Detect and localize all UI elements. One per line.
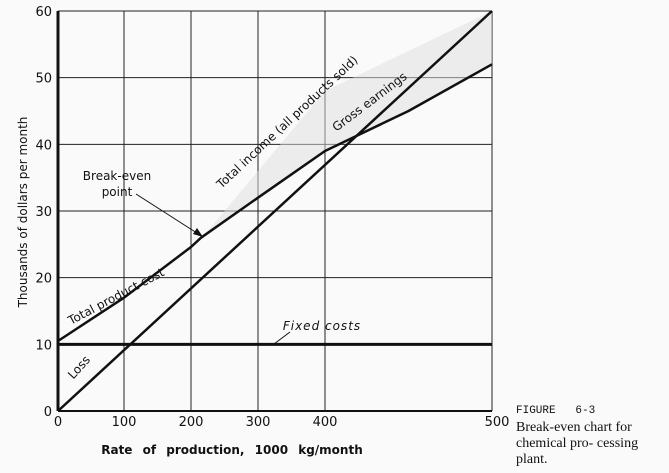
x-tick-label: 300 — [246, 415, 271, 430]
y-tick-label: 40 — [35, 138, 52, 153]
y-tick-label: 10 — [35, 338, 52, 353]
figure-caption: Break-even chart for chemical pro- cessi… — [516, 420, 649, 467]
x-tick-label: 500 — [485, 415, 510, 430]
x-tick-label: 100 — [112, 415, 137, 430]
break-even-arrowhead — [193, 228, 203, 237]
label-loss: Loss — [65, 353, 93, 382]
tick-labels: 0 10 20 30 40 50 60 0 100 200 300 400 500 — [35, 5, 509, 430]
x-tick-label: 0 — [54, 415, 62, 430]
fixed-costs-arrow — [273, 331, 291, 345]
y-tick-label: 0 — [44, 405, 52, 420]
label-fixed-costs: Fixed costs — [283, 319, 361, 333]
figure-number: FIGURE 6-3 — [516, 405, 596, 417]
y-tick-label: 50 — [35, 72, 52, 87]
gross-earnings-region — [201, 11, 493, 239]
label-break-even-2: point — [102, 185, 133, 199]
total-product-cost-line — [57, 63, 493, 343]
break-even-arrow — [135, 193, 201, 236]
x-axis-label: Rate of production, 1000 kg/month — [101, 443, 363, 457]
label-total-product-cost: Total product cost — [65, 265, 167, 328]
x-tick-label: 400 — [313, 415, 338, 430]
y-axis-label: Thousands of dollars per month — [16, 117, 30, 309]
x-tick-label: 200 — [179, 415, 204, 430]
y-tick-label: 20 — [35, 272, 52, 287]
y-tick-label: 60 — [35, 5, 52, 20]
label-break-even-1: Break-even — [83, 169, 151, 183]
y-tick-label: 30 — [35, 205, 52, 220]
